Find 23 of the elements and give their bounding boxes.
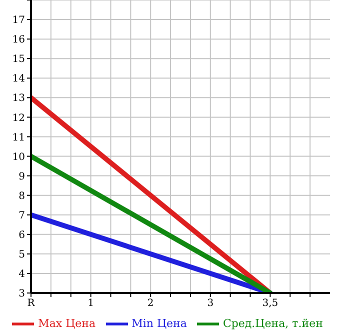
y-tick-label: 16 [12,34,25,46]
x-tick-label: 2 [147,298,154,310]
y-tick-label: 14 [12,74,25,85]
legend-label: Сред.Цена, т.йен [222,316,323,330]
y-tick-label: 3 [18,288,25,300]
x-tick-label: 3 [207,298,214,310]
y-tick-label: 10 [12,152,25,163]
y-tick-label: 12 [12,112,25,124]
y-tick-label: 5 [18,249,25,260]
x-tick-label: 3,5 [262,298,278,310]
y-tick-label: 11 [12,132,25,144]
y-tick-label: 15 [12,54,25,66]
y-tick-label: 4 [18,269,25,280]
y-tick-label: 7 [18,210,25,222]
y-tick-label: 9 [18,171,25,182]
legend-label: Max Цена [38,316,96,330]
y-tick-label: 8 [18,190,25,202]
x-tick-label: R [27,298,36,310]
y-tick-label: 17 [12,15,25,26]
x-tick-label: 1 [88,298,94,310]
y-tick-label: 13 [12,93,25,104]
y-tick-label: 6 [18,230,25,241]
legend-label: Min Цена [132,316,187,330]
